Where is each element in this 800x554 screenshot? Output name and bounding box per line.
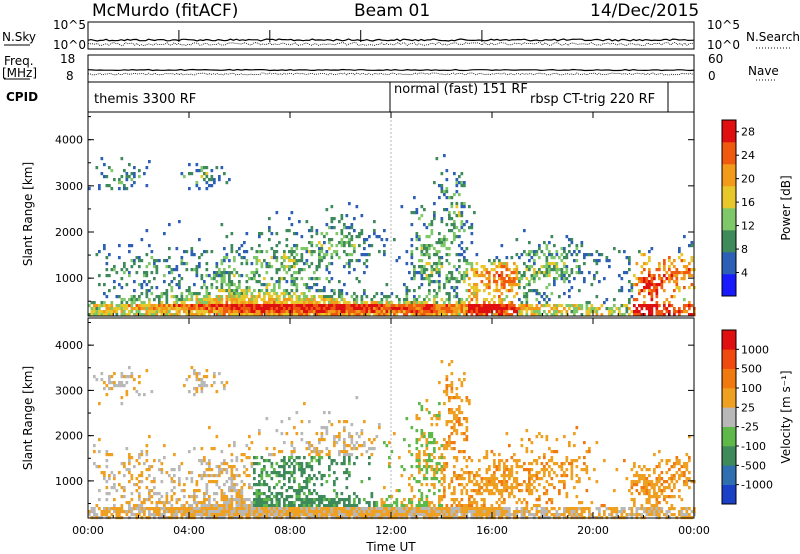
vel-colorbar-tick: 25 bbox=[741, 401, 755, 414]
freq-tick-bottom: 8 bbox=[66, 69, 74, 83]
vel-colorbar-tick: 100 bbox=[741, 382, 762, 395]
xtick-label: 20:00 bbox=[577, 524, 609, 537]
freq-label-top: Freq. bbox=[4, 54, 34, 68]
power-ytick-label: 2000 bbox=[55, 226, 83, 239]
vel-colorbar-segment bbox=[722, 407, 736, 427]
power-ytick-label: 1000 bbox=[55, 272, 83, 285]
power-panel bbox=[87, 111, 696, 317]
nsearch-tick-top: 10^5 bbox=[707, 18, 740, 32]
power-colorbar-tick: 16 bbox=[741, 196, 755, 209]
vel-colorbar-segment bbox=[722, 330, 736, 350]
vel-ylabel: Slant Range [km] bbox=[21, 366, 35, 470]
power-ylabel: Slant Range [km] bbox=[21, 162, 35, 266]
colorbars: 4 8 12 16 20 24 28 Power [dB] 1000 500 100 25 -25 -10… bbox=[721, 119, 793, 505]
vel-colorbar-tick: -500 bbox=[741, 459, 766, 472]
power-colorbar-segment bbox=[722, 230, 736, 253]
freq-label-bottom: [MHz] bbox=[2, 66, 38, 80]
nsearch-tick-bottom: 10^0 bbox=[707, 38, 740, 52]
vel-ytick-label: 1000 bbox=[55, 475, 83, 488]
vel-colorbar-tick: 1000 bbox=[741, 343, 769, 356]
nsky-panel-frame bbox=[87, 21, 695, 50]
xtick-label: 04:00 bbox=[173, 524, 205, 537]
power-colorbar-segment bbox=[722, 208, 736, 231]
cpid-label: CPID bbox=[6, 90, 39, 104]
vel-ytick-label: 4000 bbox=[55, 339, 83, 352]
freq-panel-frame bbox=[87, 54, 695, 83]
velocity-panel bbox=[87, 317, 696, 520]
power-colorbar-tick: 28 bbox=[741, 126, 755, 139]
vel-colorbar-tick: -25 bbox=[741, 421, 759, 434]
freq-tick-top: 18 bbox=[60, 52, 76, 66]
nsky-tick-bottom: 10^0 bbox=[53, 38, 86, 52]
vel-colorbar-tick: -1000 bbox=[741, 479, 773, 492]
nave-tick-bottom: 0 bbox=[708, 69, 716, 83]
power-colorbar-segment bbox=[722, 142, 736, 165]
vel-colorbar-tick: 500 bbox=[741, 363, 762, 376]
axes-layer: 1000 2000 3000 4000 Slant Range [km] 1000 2000… bbox=[21, 112, 710, 554]
xtick-label: 12:00 bbox=[375, 524, 407, 537]
vel-colorbar-segment bbox=[722, 465, 736, 485]
power-colorbar-segment bbox=[722, 164, 736, 187]
vel-colorbar-segment bbox=[722, 349, 736, 369]
vel-ytick-label: 2000 bbox=[55, 430, 83, 443]
vel-colorbar-segment bbox=[722, 426, 736, 447]
cpid-mode-3: rbsp CT-trig 220 RF bbox=[530, 92, 656, 107]
nave-tick-top: 60 bbox=[708, 52, 724, 66]
nave-label: Nave bbox=[748, 64, 779, 78]
vel-colorbar-segment bbox=[722, 484, 736, 505]
xtick-label: 00:00 bbox=[72, 524, 104, 537]
vel-colorbar-tick: -100 bbox=[741, 440, 766, 453]
power-colorbar-segment bbox=[722, 274, 736, 297]
nsky-label: N.Sky bbox=[2, 30, 37, 44]
beam-title: Beam 01 bbox=[354, 1, 431, 21]
power-colorbar-tick: 8 bbox=[741, 243, 748, 256]
power-ytick-label: 3000 bbox=[55, 180, 83, 193]
power-colorbar-tick: 12 bbox=[741, 220, 755, 233]
power-ytick-label: 4000 bbox=[55, 134, 83, 147]
xtick-label: 08:00 bbox=[274, 524, 306, 537]
xtick-label: 00:00 bbox=[678, 524, 710, 537]
power-colorbar-segment bbox=[722, 120, 736, 143]
date-title: 14/Dec/2015 bbox=[590, 1, 700, 21]
power-colorbar-segment bbox=[722, 186, 736, 209]
cpid-mode-2: normal (fast) 151 RF bbox=[394, 82, 528, 97]
power-colorbar-tick: 20 bbox=[741, 173, 755, 186]
vel-colorbar-segment bbox=[722, 446, 736, 466]
nsearch-label: N.Search bbox=[746, 30, 800, 44]
power-colorbar-tick: 4 bbox=[741, 267, 748, 280]
vel-colorbar-segment bbox=[722, 388, 736, 408]
vel-ytick-label: 3000 bbox=[55, 384, 83, 397]
vel-colorbar-segment bbox=[722, 368, 736, 389]
xtick-label: 16:00 bbox=[476, 524, 508, 537]
nsky-tick-top: 10^5 bbox=[53, 18, 86, 32]
xlabel: Time UT bbox=[365, 540, 416, 554]
vel-colorbar-label: Velocity [m s⁻¹] bbox=[779, 370, 793, 463]
power-colorbar-label: Power [dB] bbox=[779, 175, 793, 240]
station-title: McMurdo (fitACF) bbox=[92, 1, 239, 21]
cpid-mode-1: themis 3300 RF bbox=[94, 92, 197, 107]
power-colorbar-segment bbox=[722, 252, 736, 275]
aux-traces bbox=[87, 30, 695, 76]
power-colorbar-tick: 24 bbox=[741, 149, 755, 162]
